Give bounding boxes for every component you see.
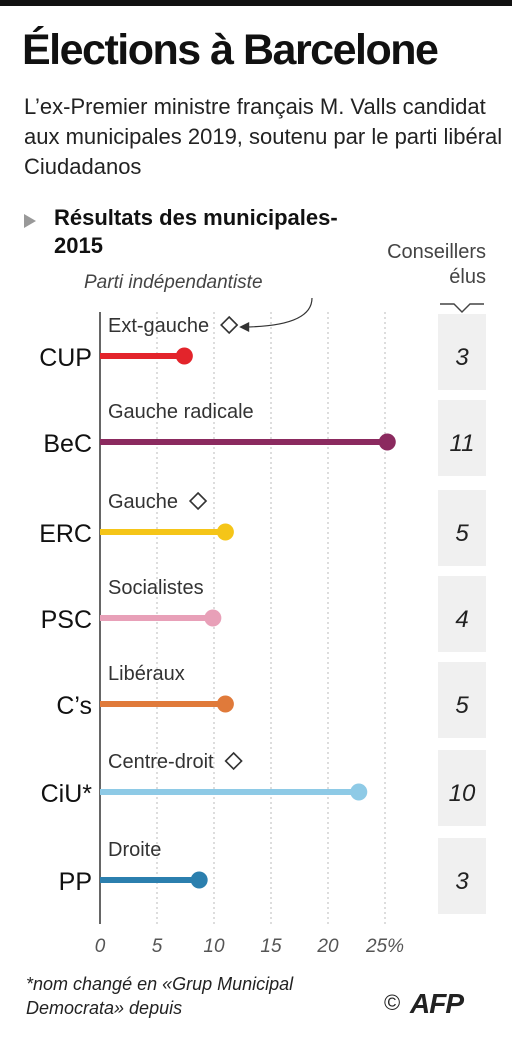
- seats-column-header: Conseillers élus: [387, 241, 486, 288]
- tick-label: 0: [95, 936, 106, 957]
- seats-value: 11: [450, 430, 475, 457]
- tick-label: 10: [203, 936, 225, 957]
- party-label: Ext-gauche: [108, 315, 209, 337]
- bracket-icon: [440, 303, 484, 313]
- seats-value: 3: [455, 868, 469, 895]
- seats-value: 10: [449, 780, 476, 807]
- subtitle: L’ex-Premier ministre français M. Valls …: [24, 94, 503, 179]
- triangle-right-icon: [24, 214, 36, 228]
- bar-end-dot: [190, 871, 208, 889]
- category-label: CUP: [39, 344, 92, 372]
- category-label: C’s: [56, 692, 92, 720]
- party-label: Gauche radicale: [108, 401, 254, 423]
- category-label: BeC: [43, 430, 92, 458]
- copyright-symbol: ©: [384, 990, 401, 1015]
- tick-label: 15: [260, 936, 282, 957]
- bar-end-dot: [378, 433, 396, 451]
- bar-end-dot: [216, 695, 234, 713]
- top-rule: [0, 0, 512, 6]
- seats-box: [438, 490, 486, 566]
- bar-end-dot: [175, 347, 193, 365]
- party-label: Socialistes: [108, 577, 204, 599]
- seats-box: [438, 750, 486, 826]
- seats-value: 3: [455, 344, 469, 371]
- legend-arrow: [245, 297, 313, 328]
- tick-label: 20: [316, 936, 339, 957]
- seats-box: [438, 576, 486, 652]
- seats-box: [438, 838, 486, 914]
- page-title: Élections à Barcelone: [22, 26, 439, 74]
- category-label: PSC: [41, 606, 92, 634]
- seats-value: 5: [455, 520, 469, 547]
- party-label: Centre-droit: [108, 751, 214, 773]
- arrow-head-icon: [239, 322, 250, 332]
- seats-box: [438, 662, 486, 738]
- tick-label: 5: [152, 936, 163, 957]
- party-label: Gauche: [108, 491, 178, 513]
- party-label: Droite: [108, 839, 161, 861]
- tick-label: 25%: [365, 936, 404, 957]
- category-label: ERC: [39, 520, 92, 548]
- footnote: *nom changé en «Grup Municipal Democrata…: [26, 974, 294, 1018]
- seats-box: [438, 314, 486, 390]
- diamond-icon: [224, 751, 243, 771]
- bar-end-dot: [350, 783, 368, 801]
- diamond-icon: [188, 491, 208, 511]
- party-label: Libéraux: [108, 663, 185, 685]
- seats-box: [438, 400, 486, 476]
- category-label: PP: [59, 868, 92, 896]
- section-title: Résultats des municipales-2015: [54, 205, 338, 258]
- bar-end-dot: [216, 523, 234, 541]
- bar-end-dot: [204, 609, 222, 627]
- category-label: CiU*: [41, 780, 93, 808]
- legend-independentist-label: Parti indépendantiste: [84, 272, 263, 293]
- seats-value: 4: [455, 606, 468, 633]
- diamond-icon: [220, 315, 239, 335]
- afp-logo: AFP: [410, 988, 464, 1019]
- seats-value: 5: [455, 692, 469, 719]
